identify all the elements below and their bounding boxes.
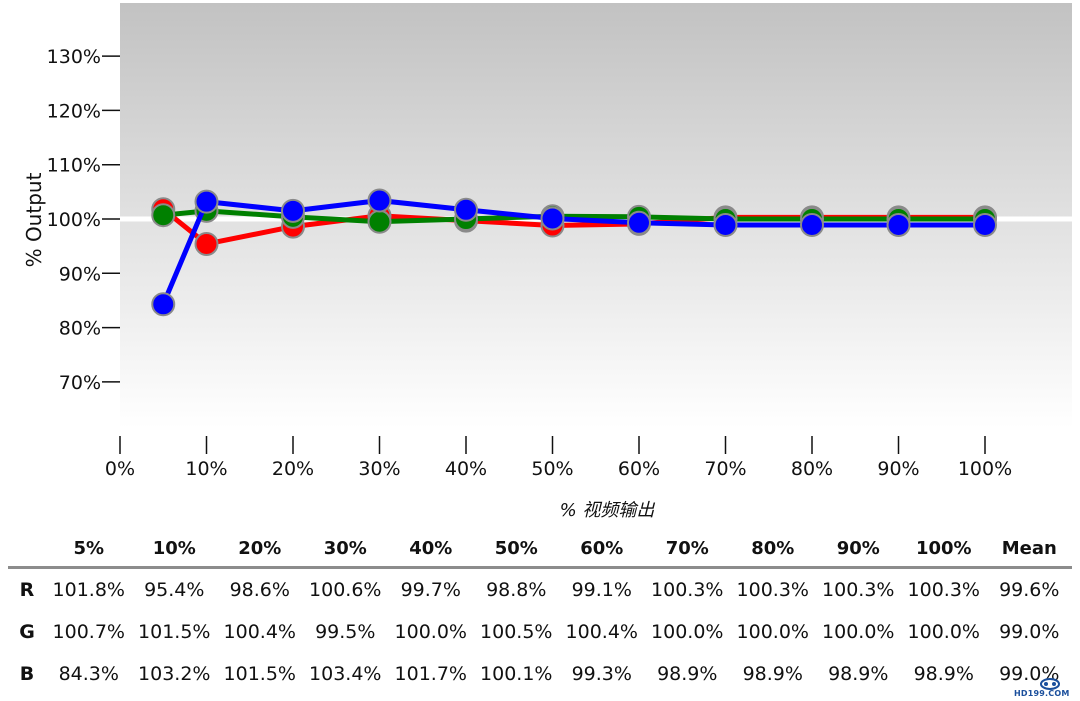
table-cell: 100.4%: [223, 621, 296, 643]
data-point: [886, 212, 911, 237]
data-point: [973, 212, 997, 237]
table-cell: 100.4%: [565, 621, 638, 643]
watermark-text: HD199.COM: [1014, 689, 1070, 698]
table-cell: 99.1%: [571, 579, 632, 601]
table-cell: 98.9%: [913, 663, 974, 685]
table-row: B 84.3% 103.2% 101.5% 103.4% 101.7% 100.1% 99.3…: [8, 653, 1072, 695]
data-point: [194, 189, 219, 214]
y-tick-label: 100%: [47, 209, 101, 231]
table-header-cell: 5%: [46, 530, 132, 569]
table-cell: 100.6%: [309, 579, 382, 601]
y-tick-label: 120%: [47, 100, 101, 122]
table-cell: 101.8%: [52, 579, 125, 601]
x-tick-label: 70%: [704, 458, 746, 480]
y-axis-title: % Output: [22, 172, 46, 267]
x-tick-label: 10%: [185, 458, 227, 480]
data-point: [151, 292, 176, 317]
table-cell: 98.9%: [828, 663, 889, 685]
x-tick-label: 90%: [877, 458, 919, 480]
data-point: [627, 210, 651, 235]
table-cell: 103.2%: [138, 663, 211, 685]
row-label: R: [19, 579, 35, 601]
table-cell: 100.0%: [907, 621, 980, 643]
y-tick-label: 130%: [47, 46, 101, 68]
y-tick-label: 90%: [59, 263, 101, 285]
table-cell: 101.7%: [394, 663, 467, 685]
table-header-cell: 30%: [302, 530, 388, 569]
table-cell: 98.9%: [657, 663, 718, 685]
x-tick-label: 30%: [358, 458, 400, 480]
table-header-cell: 60%: [559, 530, 645, 569]
table-cell: 103.4%: [309, 663, 382, 685]
data-point: [281, 198, 305, 223]
data-point: [713, 212, 738, 237]
x-axis-title: % 视频输出: [560, 500, 656, 521]
table-cell: 99.7%: [400, 579, 461, 601]
table-row: G 100.7% 101.5% 100.4% 99.5% 100.0% 100.5% 100.…: [8, 611, 1072, 653]
table-header-cell: Mean: [986, 530, 1072, 569]
row-label: B: [19, 663, 35, 685]
table-cell: 100.7%: [52, 621, 125, 643]
table-cell: 98.6%: [229, 579, 290, 601]
data-point: [367, 209, 392, 234]
series-B: [151, 188, 997, 317]
table-cell: 99.5%: [315, 621, 376, 643]
table-header-cell: 70%: [644, 530, 730, 569]
y-tick-label: 70%: [59, 372, 101, 394]
table-cell: 100.0%: [822, 621, 895, 643]
x-tick-label: 40%: [445, 458, 487, 480]
table-cell: 99.3%: [571, 663, 632, 685]
table-header-cell: 10%: [131, 530, 217, 569]
table-cell: 100.0%: [651, 621, 724, 643]
table-header-cell: 100%: [901, 530, 987, 569]
table-header-cell: 50%: [473, 530, 559, 569]
table-cell: 84.3%: [58, 663, 119, 685]
x-tick-label: 20%: [272, 458, 314, 480]
table-cell: 95.4%: [144, 579, 205, 601]
x-tick-label: 50%: [531, 458, 573, 480]
x-tick-label: 0%: [105, 458, 135, 480]
data-point: [367, 188, 392, 213]
y-tick-label: 80%: [59, 318, 101, 340]
table-cell: 100.3%: [736, 579, 809, 601]
table-header-row: 5% 10% 20% 30% 40% 50% 60% 70% 80% 90% 100% Mean: [8, 530, 1072, 569]
table-cell: 98.8%: [486, 579, 547, 601]
data-point: [454, 197, 478, 222]
table-cell: 100.3%: [907, 579, 980, 601]
table-cell: 100.0%: [394, 621, 467, 643]
table-cell: 101.5%: [138, 621, 211, 643]
data-point: [800, 212, 824, 237]
table-cell: 99.6%: [999, 579, 1060, 601]
data-point: [151, 203, 176, 228]
x-tick-label: 80%: [791, 458, 833, 480]
data-point: [194, 231, 219, 256]
table-row: R 101.8% 95.4% 98.6% 100.6% 99.7% 98.8% 99.1% 10…: [8, 568, 1072, 612]
table-header-cell: 40%: [388, 530, 474, 569]
table-header-cell: 90%: [815, 530, 901, 569]
x-tick-label: 60%: [618, 458, 660, 480]
table-cell: 100.1%: [480, 663, 553, 685]
table-cell: 101.5%: [223, 663, 296, 685]
table-cell: 100.0%: [736, 621, 809, 643]
data-point: [540, 206, 565, 231]
y-tick-label: 110%: [47, 155, 101, 177]
table-cell: 98.9%: [742, 663, 803, 685]
watermark-logo: [1040, 678, 1060, 690]
chart: 70% 80% 90% 100% 110% 120% 130% 0% 10% 20% 30% 40%…: [22, 3, 1072, 521]
table-cell: 100.3%: [651, 579, 724, 601]
table-cell: 100.3%: [822, 579, 895, 601]
x-tick-label: 100%: [958, 458, 1012, 480]
table-cell: 99.0%: [999, 621, 1060, 643]
table-header-cell: 80%: [730, 530, 816, 569]
table-header-corner: [8, 530, 46, 569]
row-label: G: [19, 621, 35, 643]
table-cell: 100.5%: [480, 621, 553, 643]
table-header-cell: 20%: [217, 530, 303, 569]
